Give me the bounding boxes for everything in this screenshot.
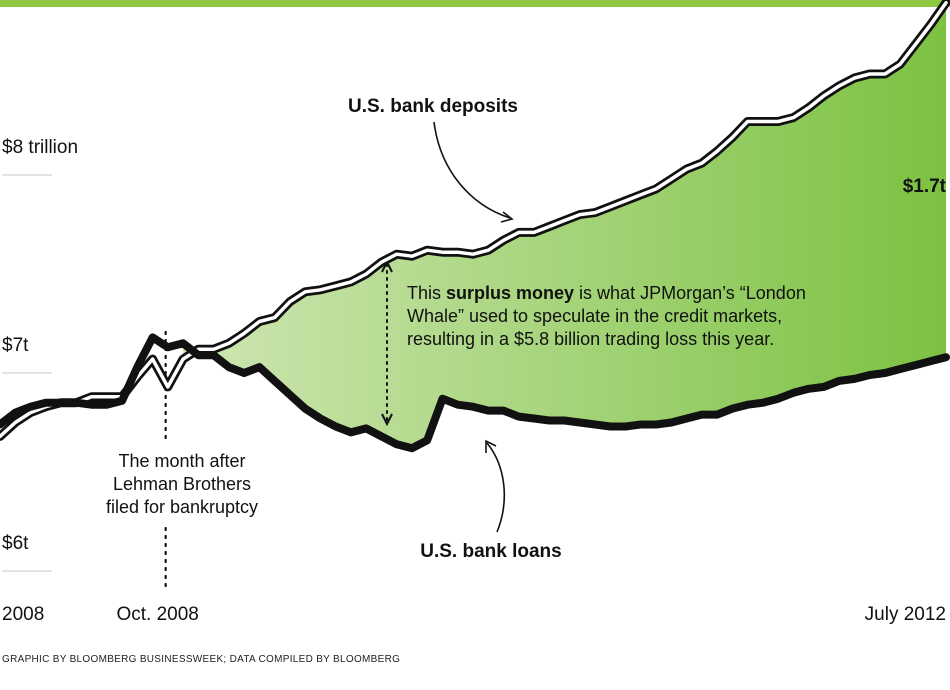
x-tick-label: 2008 (2, 604, 44, 625)
deposits-pointer-arrowhead (500, 211, 514, 223)
whale-note-line-3: resulting in a $5.8 billion trading loss… (407, 329, 774, 349)
whale-note-line-1: This surplus money is what JPMorgan’s “L… (407, 283, 806, 303)
lehman-note-line-3: filed for bankruptcy (106, 497, 258, 517)
lehman-note-line-2: Lehman Brothers (113, 474, 251, 494)
loans-pointer-curve (486, 442, 506, 533)
loans-line (0, 333, 950, 453)
top-accent-bar (0, 0, 950, 7)
surplus-arrowhead-bottom (381, 413, 393, 427)
whale-note-line-2: Whale” used to speculate in the credit m… (407, 306, 782, 326)
x-tick-label: Oct. 2008 (116, 604, 198, 625)
lehman-note-line-1: The month after (118, 451, 245, 471)
loans-series-label: U.S. bank loans (420, 541, 561, 562)
y-tick-label: $8 trillion (2, 137, 78, 158)
y-tick-label: $7t (2, 335, 29, 356)
x-tick-label: July 2012 (865, 604, 946, 625)
y-tick-label: $6t (2, 533, 29, 554)
axis-layer: $8 trillion $7t $6t 2008 Oct. 2008 July 2012 (2, 137, 946, 625)
loans-pointer-arrowhead (485, 439, 497, 453)
deposits-series-label: U.S. bank deposits (348, 96, 518, 117)
deposits-pointer-curve (433, 121, 511, 219)
source-note: GRAPHIC BY BLOOMBERG BUSINESSWEEK; DATA … (2, 654, 400, 665)
deposits-line-inner (0, 0, 948, 439)
surplus-area (183, 2, 947, 449)
gap-value-label: $1.7t (903, 176, 947, 197)
series-layer (0, 0, 950, 453)
